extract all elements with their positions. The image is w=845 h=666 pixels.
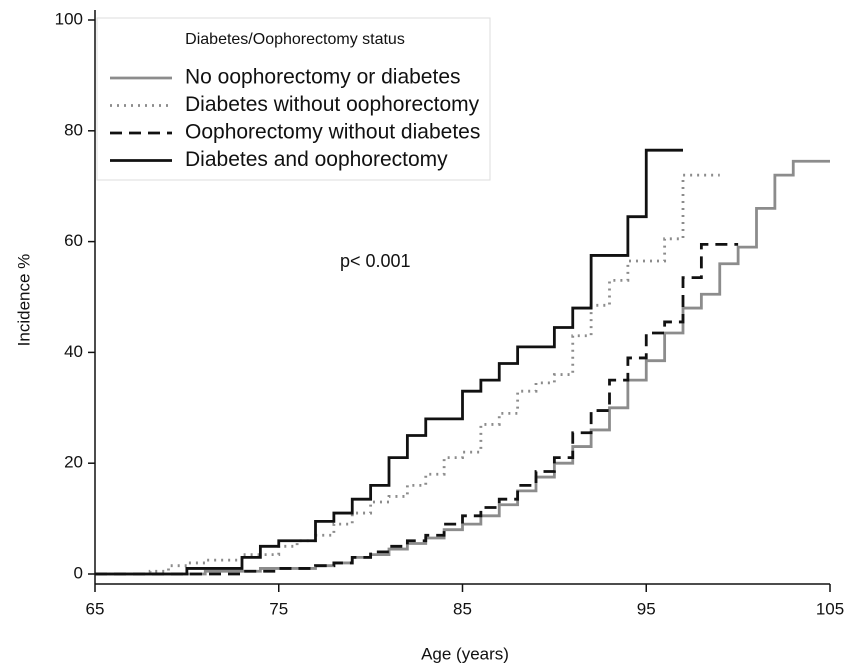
- legend-title: Diabetes/Oophorectomy status: [185, 31, 405, 48]
- legend-label: Diabetes and oophorectomy: [185, 148, 448, 171]
- series-line: [95, 173, 720, 576]
- legend-label: Diabetes without oophorectomy: [185, 93, 480, 116]
- legend-box: [96, 17, 491, 181]
- x-tick-label: 85: [453, 599, 472, 618]
- y-axis-label: Incidence %: [14, 254, 33, 347]
- y-tick-label: 60: [64, 231, 83, 250]
- y-tick-label: 100: [55, 9, 83, 28]
- series-line: [95, 242, 739, 576]
- y-tick-label: 20: [64, 453, 83, 472]
- y-tick-label: 0: [74, 563, 83, 582]
- x-axis-label: Age (years): [421, 644, 509, 663]
- x-tick-label: 75: [269, 599, 288, 618]
- series-line: [95, 148, 683, 576]
- x-tick-label: 95: [637, 599, 656, 618]
- legend-label: No oophorectomy or diabetes: [185, 66, 461, 89]
- x-tick-label: 105: [816, 599, 844, 618]
- legend-label: Oophorectomy without diabetes: [185, 121, 480, 144]
- series-line: [95, 159, 830, 576]
- annotation: p< 0.001: [340, 251, 411, 271]
- y-tick-label: 80: [64, 120, 83, 139]
- y-tick-label: 40: [64, 342, 83, 361]
- x-tick-label: 65: [86, 599, 105, 618]
